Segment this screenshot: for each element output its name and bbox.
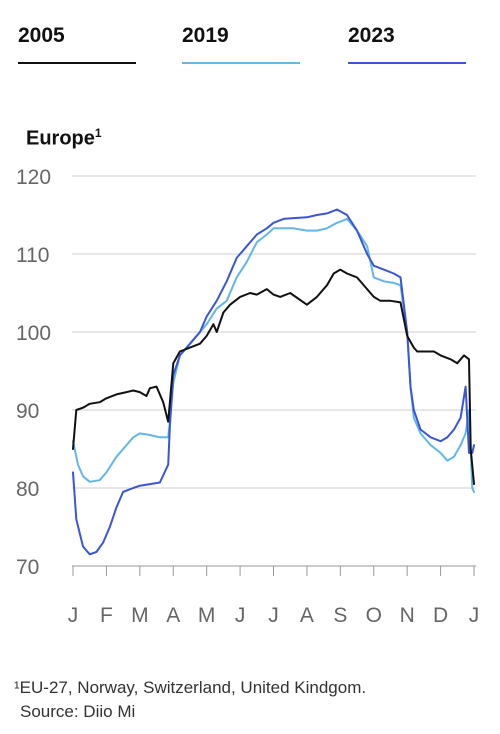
series-line-2019 [72, 217, 475, 493]
chart-subtitle-text: Europe [26, 127, 95, 150]
legend-label-2019: 2019 [182, 24, 229, 47]
x-tick-label-2: M [131, 604, 149, 627]
footnote-note: ¹EU-27, Norway, Switzerland, United Kind… [14, 678, 367, 697]
x-tick-label-5: J [235, 604, 246, 627]
legend-item-2019: 2019 [182, 24, 300, 64]
x-tick-label-7: A [300, 604, 314, 627]
y-tick-label-90: 90 [16, 400, 39, 423]
footnote: ¹EU-27, Norway, Switzerland, United Kind… [14, 676, 366, 724]
legend-item-2023: 2023 [348, 24, 466, 64]
legend: 2005 2019 2023 [18, 24, 468, 74]
series-line-2023 [72, 208, 475, 556]
y-tick-label-70: 70 [16, 556, 39, 579]
chart-subtitle: Europe1 [26, 126, 102, 151]
x-tick-label-12: J [469, 604, 480, 627]
y-tick-label-80: 80 [16, 478, 39, 501]
footnote-source: Source: Diio Mi [20, 702, 136, 721]
x-tick-label-10: N [400, 604, 415, 627]
x-tick-label-6: J [268, 604, 279, 627]
footnote-marker: 1 [94, 126, 102, 140]
x-tick-label-11: D [433, 604, 448, 627]
x-tick-label-1: F [100, 604, 113, 627]
y-tick-label-110: 110 [16, 244, 49, 267]
x-tick-label-8: S [333, 604, 347, 627]
legend-label-2005: 2005 [18, 24, 65, 47]
y-tick-label-120: 120 [16, 166, 51, 189]
x-tick-label-0: J [68, 604, 79, 627]
x-tick-label-3: A [166, 604, 180, 627]
legend-item-2005: 2005 [18, 24, 136, 64]
x-tick-label-9: O [366, 604, 382, 627]
legend-label-2023: 2023 [348, 24, 395, 47]
series-line-2005 [72, 268, 475, 486]
legend-line-2023 [348, 62, 466, 64]
legend-line-2005 [18, 62, 136, 64]
x-tick-label-4: M [198, 604, 216, 627]
y-tick-label-100: 100 [16, 322, 51, 345]
legend-line-2019 [182, 62, 300, 64]
